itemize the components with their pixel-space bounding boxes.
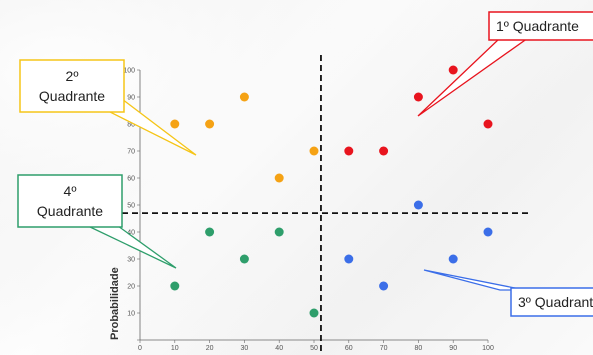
data-point xyxy=(344,146,354,156)
x-tick-label: 90 xyxy=(449,345,457,352)
callout-q4-line2: Quadrante xyxy=(37,203,103,219)
x-tick-label: 30 xyxy=(241,345,249,352)
x-tick-label: 70 xyxy=(380,345,388,352)
data-point xyxy=(309,146,319,156)
data-point xyxy=(413,200,423,210)
data-point xyxy=(170,119,180,129)
y-tick-label: 30 xyxy=(127,257,135,264)
callout-q4: 4º Quadrante xyxy=(17,174,177,269)
data-point xyxy=(379,146,389,156)
data-point xyxy=(483,119,493,129)
callout-q1-text: 1º Quadrante xyxy=(496,18,579,34)
x-tick-label: 100 xyxy=(482,345,494,352)
y-tick-label: 70 xyxy=(127,149,135,156)
data-point xyxy=(170,281,180,291)
y-axis-label: Probabilidade xyxy=(109,267,121,340)
y-tick-label: 10 xyxy=(127,311,135,318)
data-point xyxy=(309,308,319,318)
callout-q4-box xyxy=(17,174,123,228)
callout-q3-text: 3º Quadrante xyxy=(518,294,593,310)
data-point xyxy=(413,92,423,102)
callout-q2-line2: Quadrante xyxy=(39,88,105,104)
callout-q2-box xyxy=(19,59,125,113)
data-point xyxy=(344,254,354,264)
data-point xyxy=(239,92,249,102)
data-point xyxy=(239,254,249,264)
y-tick-label: 20 xyxy=(127,284,135,291)
x-tick-label: 20 xyxy=(206,345,214,352)
callout-q2: 2º Quadrante xyxy=(19,59,197,156)
y-tick-label: 50 xyxy=(127,203,135,210)
data-point xyxy=(274,227,284,237)
x-tick-label: 80 xyxy=(415,345,423,352)
callout-q4-line1: 4º xyxy=(64,183,77,199)
callout-q1: 1º Quadrante xyxy=(417,11,593,117)
quadrant-dividers xyxy=(112,55,530,355)
callout-q3: 3º Quadrante xyxy=(423,269,593,317)
callout-q1-box xyxy=(488,11,593,41)
data-point xyxy=(448,65,458,75)
x-tick-label: 50 xyxy=(310,345,318,352)
data-point xyxy=(205,227,215,237)
x-tick-label: 10 xyxy=(171,345,179,352)
x-tick-label: 0 xyxy=(138,345,142,352)
callout-q2-line1: 2º xyxy=(66,68,79,84)
ticks: 0 10 20 30 40 50 60 70 80 90 100 10 20 30 40 50 60 70 80 90… xyxy=(123,68,494,353)
data-point xyxy=(379,281,389,291)
y-tick-label: 60 xyxy=(127,176,135,183)
data-point xyxy=(483,227,493,237)
data-point xyxy=(205,119,215,129)
data-points xyxy=(170,65,493,318)
callout-q3-box xyxy=(510,287,593,317)
data-point xyxy=(274,173,284,183)
y-tick-label: 100 xyxy=(123,68,135,75)
y-tick-label: 80 xyxy=(127,122,135,129)
data-point xyxy=(448,254,458,264)
x-tick-label: 60 xyxy=(345,345,353,352)
x-tick-label: 40 xyxy=(275,345,283,352)
y-tick-label: 40 xyxy=(127,230,135,237)
y-tick-label: 90 xyxy=(127,95,135,102)
